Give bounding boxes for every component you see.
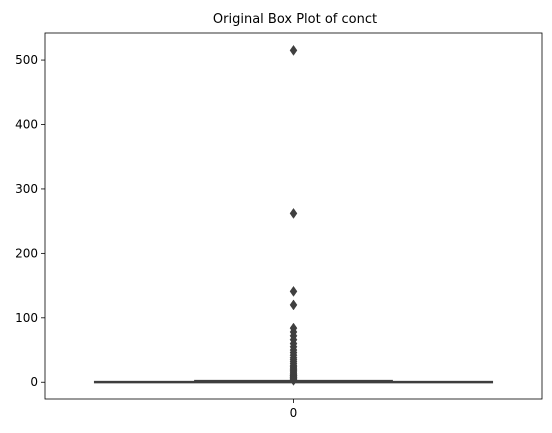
y-tick-label: 200 (15, 246, 38, 260)
y-tick-label: 100 (15, 311, 38, 325)
outlier-point (289, 374, 298, 386)
y-tick-label: 0 (30, 375, 38, 389)
outlier-point (289, 299, 298, 311)
outlier-point (289, 207, 298, 219)
y-axis: 0 100 200 300 400 500 (15, 53, 45, 389)
x-tick-label: 0 (290, 406, 298, 420)
chart-title: Original Box Plot of conct (213, 12, 377, 27)
outlier-point (289, 44, 298, 56)
y-tick-label: 500 (15, 53, 38, 67)
y-tick-label: 300 (15, 182, 38, 196)
y-tick-label: 400 (15, 118, 38, 132)
outlier-point (289, 285, 298, 297)
x-axis: 0 (290, 399, 298, 420)
plot-area (93, 44, 494, 386)
